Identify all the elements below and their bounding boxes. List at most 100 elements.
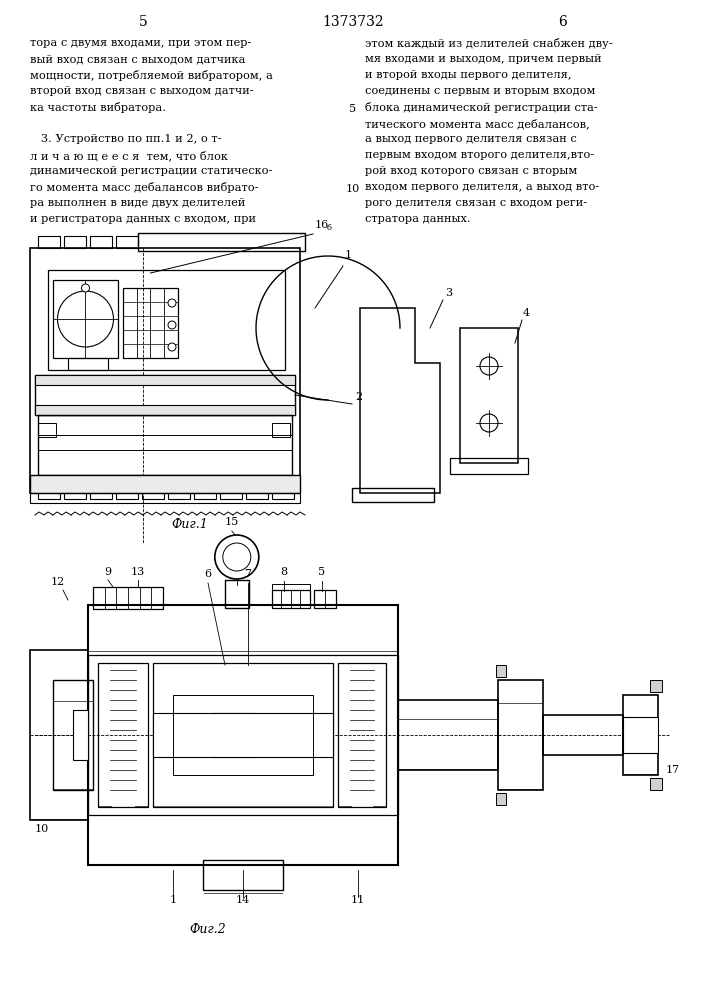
Text: этом каждый из делителей снабжен дву-: этом каждый из делителей снабжен дву- (365, 38, 613, 49)
Text: 13: 13 (131, 567, 145, 577)
Bar (272, 423, 290, 437)
Bar (142, 491, 164, 499)
Bar (38, 423, 56, 437)
Bar (30, 475, 300, 493)
Text: 14: 14 (236, 895, 250, 905)
Text: 10: 10 (346, 184, 360, 194)
Text: ка частоты вибратора.: ка частоты вибратора. (30, 102, 166, 113)
Text: рой вход которого связан с вторым: рой вход которого связан с вторым (365, 166, 577, 176)
Bar (116, 491, 138, 499)
Bar (38, 236, 60, 248)
Bar (64, 491, 86, 499)
Text: рого делителя связан с входом реги-: рого делителя связан с входом реги- (365, 198, 587, 208)
Bar (53, 680, 93, 790)
Bar (38, 435, 292, 450)
Circle shape (168, 299, 176, 307)
Bar (203, 860, 283, 890)
Bar (48, 270, 285, 370)
Circle shape (168, 343, 176, 351)
Text: 5: 5 (139, 15, 147, 29)
Text: входом первого делителя, а выход вто-: входом первого делителя, а выход вто- (365, 182, 600, 192)
Bar (460, 328, 518, 463)
Text: 10: 10 (35, 824, 49, 834)
Text: б: б (327, 224, 332, 232)
Text: соединены с первым и вторым входом: соединены с первым и вторым входом (365, 86, 595, 96)
Text: ра выполнен в виде двух делителей: ра выполнен в виде двух делителей (30, 198, 245, 208)
Text: 3: 3 (445, 288, 452, 298)
Text: 4: 4 (523, 308, 530, 318)
Text: 8: 8 (280, 567, 287, 577)
Text: первым входом второго делителя,вто-: первым входом второго делителя,вто- (365, 150, 594, 160)
Bar (153, 713, 333, 757)
Text: 1373732: 1373732 (322, 15, 384, 29)
Text: мя входами и выходом, причем первый: мя входами и выходом, причем первый (365, 54, 602, 64)
Bar (88, 605, 398, 865)
Circle shape (168, 321, 176, 329)
Bar (35, 375, 295, 385)
Bar (271, 584, 310, 590)
Bar (93, 587, 163, 609)
Text: 5: 5 (349, 104, 356, 114)
Text: 15: 15 (225, 517, 239, 527)
Bar (246, 491, 268, 499)
Text: 5: 5 (318, 567, 325, 577)
Bar (173, 695, 313, 775)
Bar (623, 717, 658, 753)
Bar (35, 375, 295, 415)
Bar (30, 493, 300, 503)
Bar (139, 233, 305, 251)
Text: стратора данных.: стратора данных. (365, 214, 471, 224)
Text: 7: 7 (245, 569, 252, 579)
Bar (168, 491, 190, 499)
Bar (496, 793, 506, 805)
Text: 6: 6 (559, 15, 568, 29)
Bar (194, 491, 216, 499)
Bar (90, 491, 112, 499)
Text: второй вход связан с выходом датчи-: второй вход связан с выходом датчи- (30, 86, 254, 96)
Bar (225, 580, 249, 608)
Bar (650, 680, 662, 692)
Bar (271, 590, 310, 608)
Bar (623, 695, 658, 775)
Bar (153, 663, 333, 807)
Bar (30, 650, 88, 820)
Bar (116, 236, 138, 248)
Bar (88, 655, 398, 815)
Bar (73, 710, 88, 760)
Bar (35, 405, 295, 415)
Bar (338, 663, 386, 807)
Bar (650, 778, 662, 790)
Text: 11: 11 (351, 895, 365, 905)
Bar (498, 680, 543, 790)
Bar (398, 700, 498, 770)
Bar (314, 590, 336, 608)
Text: Фиг.1: Фиг.1 (172, 518, 209, 531)
Bar (38, 415, 292, 475)
Text: 3. Устройство по пп.1 и 2, о т-: 3. Устройство по пп.1 и 2, о т- (30, 134, 221, 144)
Bar (64, 236, 86, 248)
Bar (123, 288, 178, 358)
Bar (30, 248, 300, 493)
Text: 1: 1 (170, 895, 177, 905)
Bar (220, 491, 242, 499)
Text: Фиг.2: Фиг.2 (189, 923, 226, 936)
Text: тического момента масс дебалансов,: тического момента масс дебалансов, (365, 118, 590, 129)
Bar (53, 280, 118, 358)
Text: тора с двумя входами, при этом пер-: тора с двумя входами, при этом пер- (30, 38, 252, 48)
Text: л и ч а ю щ е е с я  тем, что блок: л и ч а ю щ е е с я тем, что блок (30, 150, 228, 161)
Bar (496, 665, 506, 677)
Text: а выход первого делителя связан с: а выход первого делителя связан с (365, 134, 577, 144)
Text: 12: 12 (51, 577, 65, 587)
Text: блока динамической регистрации ста-: блока динамической регистрации ста- (365, 102, 597, 113)
Bar (352, 488, 435, 502)
Bar (68, 358, 108, 370)
Text: динамической регистрации статическо-: динамической регистрации статическо- (30, 166, 272, 176)
Circle shape (215, 535, 259, 579)
Bar (90, 236, 112, 248)
Bar (543, 715, 623, 755)
Text: 2: 2 (355, 392, 362, 402)
Text: и регистратора данных с входом, при: и регистратора данных с входом, при (30, 214, 256, 224)
Circle shape (81, 284, 90, 292)
Text: 17: 17 (666, 765, 680, 775)
Text: 9: 9 (105, 567, 112, 577)
